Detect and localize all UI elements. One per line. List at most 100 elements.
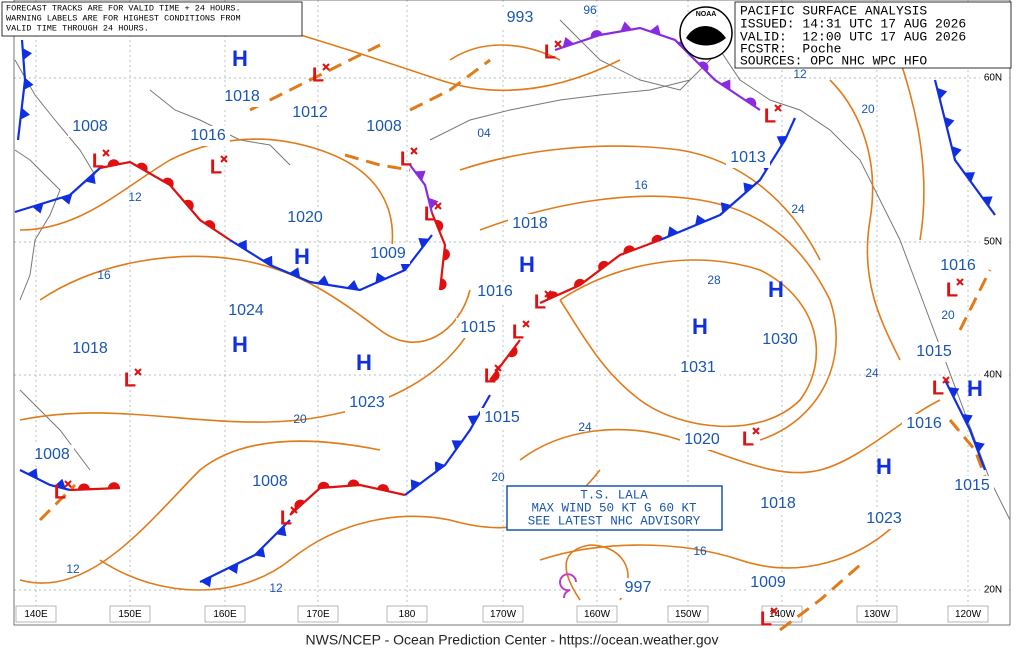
longitude-label: 160E	[213, 609, 237, 620]
front-symbol	[720, 202, 732, 214]
low-center: L	[760, 608, 772, 630]
low-marker	[290, 506, 298, 514]
front-symbol	[85, 173, 96, 185]
front-symbol	[317, 481, 330, 489]
notice-line: FORECAST TRACKS ARE FOR VALID TIME + 24 …	[6, 3, 241, 13]
low-center: L	[932, 377, 944, 399]
low-marker	[942, 376, 950, 384]
pressure-label-box	[912, 342, 956, 362]
front-symbol	[23, 77, 34, 90]
front-symbol	[262, 255, 273, 267]
front-symbol	[400, 261, 411, 272]
latitude-label: 20N	[984, 585, 1002, 596]
front-symbol	[27, 468, 38, 479]
front-symbol	[651, 234, 664, 244]
longitude-label-box	[856, 605, 898, 623]
front-symbol	[439, 278, 447, 291]
pressure-label: 1008	[34, 446, 70, 463]
front-symbol	[60, 194, 73, 205]
pressure-label-box	[746, 573, 790, 593]
front-symbol	[948, 387, 960, 398]
pressure-label-box	[902, 414, 946, 434]
advisory-line: MAX WIND 50 KT G 60 KT	[531, 501, 697, 515]
trough	[249, 43, 381, 112]
pressure-label: 1030	[762, 331, 798, 348]
pressure-label-box	[950, 476, 994, 496]
front-symbol	[347, 479, 360, 486]
high-center: H	[519, 252, 535, 277]
pressure-label-box	[480, 408, 524, 428]
low-marker	[220, 155, 228, 163]
pressure-label-box	[68, 117, 112, 137]
pressure-label: 1008	[366, 118, 402, 135]
trough	[344, 153, 411, 172]
front-symbol	[434, 461, 445, 473]
isobar	[479, 195, 837, 441]
low-center: L	[424, 203, 436, 225]
pressure-label: 1018	[72, 340, 108, 357]
isobar-label: 24	[791, 202, 805, 216]
cold-front	[933, 79, 996, 216]
low-center: L	[124, 369, 136, 391]
pressure-label-box	[456, 318, 500, 338]
longitude-label-box	[667, 605, 709, 623]
pressure-label: 1031	[680, 359, 716, 376]
front-symbol	[562, 37, 574, 48]
front-symbol	[435, 219, 444, 232]
header-sources: SOURCES: OPC NHC WPC HFO	[740, 53, 927, 68]
pressure-label-box	[30, 445, 74, 465]
latitude-label: 60N	[984, 73, 1002, 84]
front-symbol	[508, 346, 518, 358]
isobar-label: 20	[293, 412, 307, 426]
front-symbol	[54, 478, 66, 489]
high-center: H	[356, 350, 372, 375]
notice-box: FORECAST TRACKS ARE FOR VALID TIME + 24 …	[1, 1, 303, 37]
pressure-label-box	[616, 578, 660, 598]
pressure-label: 1013	[730, 149, 766, 166]
pressure-label: 1018	[512, 215, 548, 232]
latitude-label: 40N	[984, 370, 1002, 381]
pressure-label: 1023	[349, 394, 385, 411]
low-marker	[322, 63, 330, 71]
front-symbol	[20, 107, 31, 120]
pressure-label-box	[756, 494, 800, 514]
longitude-label-box	[386, 605, 428, 623]
front-symbol	[964, 172, 975, 183]
front-symbol	[974, 441, 985, 453]
header-title: PACIFIC SURFACE ANALYSIS	[740, 3, 927, 18]
low-marker	[770, 607, 778, 615]
front-symbol	[32, 203, 44, 214]
front-symbol	[200, 576, 212, 588]
latitude-label-box	[980, 235, 1006, 249]
pressure-label-box	[248, 472, 292, 492]
front-symbol	[944, 116, 955, 129]
front-symbol	[375, 272, 387, 284]
cold-front	[944, 379, 987, 471]
front-symbol	[317, 275, 330, 286]
pressure-label-box	[345, 393, 389, 413]
latitude-label: 50N	[984, 237, 1002, 248]
high-center: H	[294, 244, 310, 269]
cold-front	[19, 469, 71, 492]
low-marker	[544, 290, 552, 298]
isobar-label: 96	[583, 3, 597, 17]
front-symbol	[236, 239, 247, 251]
notice-frame	[1, 1, 303, 37]
low-center: L	[400, 148, 412, 170]
low-marker	[494, 364, 502, 372]
pressure-label: 1016	[906, 415, 942, 432]
front-symbol	[745, 97, 757, 107]
isobar	[899, 59, 925, 241]
isobar-label: 16	[97, 268, 111, 282]
front-symbol	[254, 546, 266, 558]
low-center: L	[312, 64, 324, 86]
low-center: L	[484, 365, 496, 387]
notice-line: VALID TIME THROUGH 24 HOURS.	[6, 23, 149, 33]
longitude-label-box	[947, 605, 989, 623]
front-symbol	[598, 260, 609, 271]
isobar	[565, 544, 629, 601]
pressure-label-box	[283, 208, 327, 228]
longitude-label-box	[15, 605, 57, 623]
front-symbol	[590, 30, 603, 38]
isobar	[19, 329, 471, 423]
